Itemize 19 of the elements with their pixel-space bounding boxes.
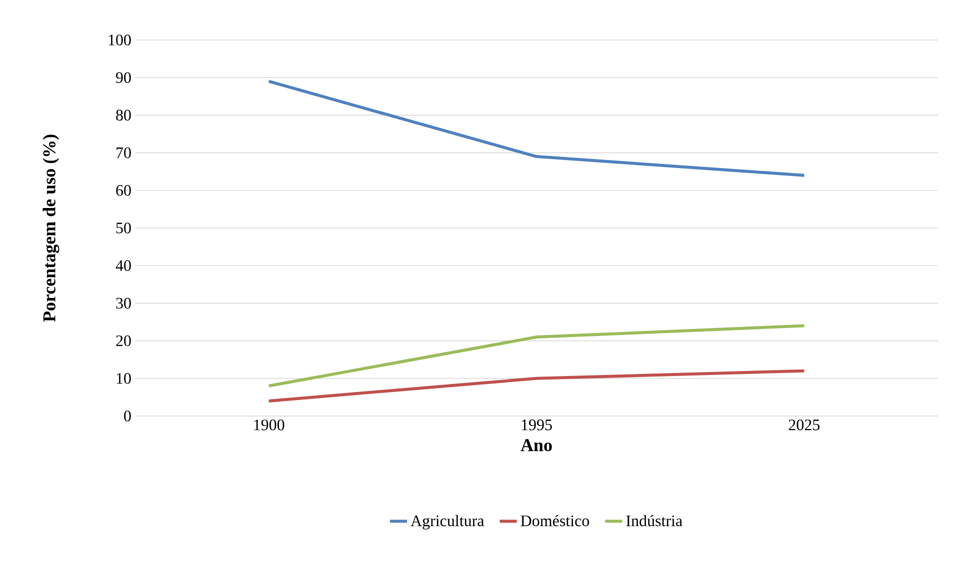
y-axis-title: Porcentagem de uso (%)	[42, 134, 60, 322]
x-tick-label: 1995	[522, 420, 552, 430]
y-tick-label: 70	[116, 147, 131, 158]
y-tick-label: 10	[116, 372, 131, 384]
x-axis-title: Ano	[520, 439, 552, 452]
x-tick-label: 2025	[788, 420, 820, 430]
y-tick-label: 20	[116, 335, 131, 346]
y-tick-label: 30	[116, 298, 131, 309]
x-tick-label: 1900	[254, 420, 284, 430]
legend-label: Indústria	[626, 514, 682, 526]
y-tick-label: 90	[116, 72, 131, 83]
y-tick-label: 50	[116, 222, 131, 234]
y-tick-label: 60	[116, 185, 131, 196]
legend-label: Doméstico	[520, 514, 590, 526]
y-tick-label: 40	[116, 260, 131, 271]
y-tick-label: 100	[108, 34, 131, 46]
y-tick-label: 0	[124, 410, 131, 422]
y-tick-label: 80	[116, 110, 131, 121]
legend-label: Agricultura	[410, 514, 484, 530]
